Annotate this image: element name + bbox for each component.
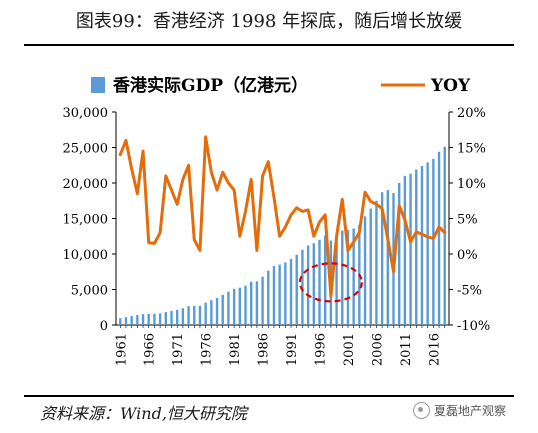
gdp-bar bbox=[141, 314, 145, 325]
gdp-bar bbox=[204, 302, 207, 325]
yoy-line bbox=[118, 135, 447, 298]
left-tick-label: 15,000 bbox=[63, 213, 109, 228]
right-tick-label: -10% bbox=[457, 319, 490, 334]
gdp-bar bbox=[272, 266, 276, 325]
x-tick-label: 2001 bbox=[342, 333, 357, 366]
annotation-layer bbox=[298, 262, 363, 303]
x-tick-label: 1961 bbox=[114, 333, 129, 366]
watermark: 夏磊地产观察 bbox=[413, 402, 506, 419]
left-tick-label: 5,000 bbox=[71, 284, 108, 299]
gdp-bar bbox=[198, 305, 202, 325]
left-tick-label: 20,000 bbox=[63, 177, 109, 192]
gdp-bar bbox=[386, 190, 390, 325]
x-tick-label: 1996 bbox=[314, 333, 329, 366]
gdp-bar bbox=[210, 300, 213, 325]
gdp-bar bbox=[124, 317, 128, 325]
wechat-logo-icon bbox=[413, 402, 430, 419]
gdp-bar bbox=[312, 243, 316, 325]
x-tick-label: 1991 bbox=[285, 333, 300, 366]
gdp-bar bbox=[369, 208, 372, 325]
gdp-bar bbox=[158, 313, 162, 325]
x-tick-label: 2011 bbox=[399, 333, 414, 366]
gdp-bar bbox=[238, 287, 242, 325]
yoy-line-layer bbox=[118, 135, 447, 298]
gdp-bar bbox=[187, 306, 190, 325]
gdp-bar bbox=[295, 254, 298, 325]
left-tick-label: 10,000 bbox=[63, 248, 109, 263]
right-tick-label: 10% bbox=[457, 177, 486, 192]
gdp-bar bbox=[267, 270, 270, 325]
gdp-bar bbox=[164, 312, 168, 325]
right-tick-label: 15% bbox=[457, 142, 486, 157]
right-tick-label: -5% bbox=[457, 284, 482, 299]
gdp-bar bbox=[306, 245, 310, 325]
gdp-bar bbox=[323, 235, 327, 325]
gdp-bar bbox=[437, 151, 441, 325]
gdp-bar bbox=[289, 258, 293, 325]
gdp-bar bbox=[443, 146, 446, 325]
gdp-bar bbox=[415, 169, 418, 325]
gdp-bar bbox=[170, 310, 173, 325]
gdp-bar bbox=[130, 316, 133, 325]
gdp-bar bbox=[341, 230, 344, 325]
gdp-bar bbox=[249, 281, 253, 325]
gdp-bar bbox=[153, 313, 156, 325]
gdp-bar bbox=[181, 308, 185, 325]
x-tick-label: 1966 bbox=[143, 333, 158, 366]
gdp-bar bbox=[244, 285, 247, 325]
gdp-bar bbox=[346, 229, 350, 325]
gdp-bar bbox=[278, 264, 281, 325]
gdp-bar bbox=[397, 183, 401, 325]
gdp-bar bbox=[318, 239, 321, 325]
bottom-rule bbox=[24, 395, 514, 397]
gdp-bar bbox=[432, 158, 435, 325]
gdp-bar bbox=[175, 309, 179, 325]
right-tick-label: 0% bbox=[457, 248, 478, 263]
gdp-bar bbox=[147, 313, 150, 325]
left-tick-label: 25,000 bbox=[63, 142, 109, 157]
left-tick-label: 0 bbox=[100, 319, 108, 334]
x-tick-label: 1976 bbox=[200, 333, 215, 366]
legend-line-label: YOY bbox=[430, 76, 471, 96]
right-tick-label: 5% bbox=[457, 213, 478, 228]
watermark-text: 夏磊地产观察 bbox=[434, 404, 507, 418]
gdp-bar bbox=[301, 249, 304, 325]
gdp-bar bbox=[261, 276, 264, 325]
gdp-bar bbox=[232, 288, 236, 325]
x-tick-label: 2016 bbox=[427, 333, 442, 366]
gdp-bar bbox=[221, 294, 224, 325]
gdp-bar bbox=[403, 175, 407, 325]
gdp-bar bbox=[284, 262, 287, 325]
gdp-bar bbox=[375, 200, 378, 325]
legend: 香港实际GDP（亿港元） YOY bbox=[91, 75, 471, 96]
gdp-bar bbox=[420, 165, 424, 325]
gdp-bar bbox=[215, 298, 219, 325]
gdp-yoy-chart: 香港实际GDP（亿港元） YOY 0 5,000 10,000 15,000 20,00… bbox=[63, 75, 491, 366]
gdp-bar bbox=[255, 281, 259, 325]
left-tick-label: 30,000 bbox=[63, 106, 109, 121]
source-note: 资料来源：Wind,恒大研究院 bbox=[40, 404, 247, 423]
x-tick-label: 1981 bbox=[228, 333, 243, 366]
gdp-bar bbox=[193, 305, 196, 325]
gdp-bar bbox=[426, 162, 429, 325]
gdp-bar bbox=[352, 228, 355, 325]
gdp-bar bbox=[335, 237, 338, 325]
right-tick-label: 20% bbox=[457, 106, 486, 121]
x-tick-label: 2006 bbox=[370, 333, 385, 366]
x-tick-label: 1971 bbox=[171, 333, 186, 366]
gdp-bar bbox=[380, 192, 384, 325]
gdp-bar bbox=[119, 318, 122, 325]
trough-highlight-ellipse bbox=[298, 262, 363, 303]
gdp-bar bbox=[409, 173, 412, 325]
gdp-bar bbox=[227, 291, 230, 325]
top-rule bbox=[24, 44, 514, 46]
legend-bar-label: 香港实际GDP（亿港元） bbox=[113, 75, 308, 96]
legend-bar-swatch bbox=[91, 77, 105, 93]
x-tick-label: 1986 bbox=[257, 333, 272, 366]
chart-title: 图表99：香港经济 1998 年探底，随后增长放缓 bbox=[75, 11, 463, 32]
gdp-bar bbox=[363, 216, 367, 325]
gdp-bar bbox=[136, 315, 139, 325]
